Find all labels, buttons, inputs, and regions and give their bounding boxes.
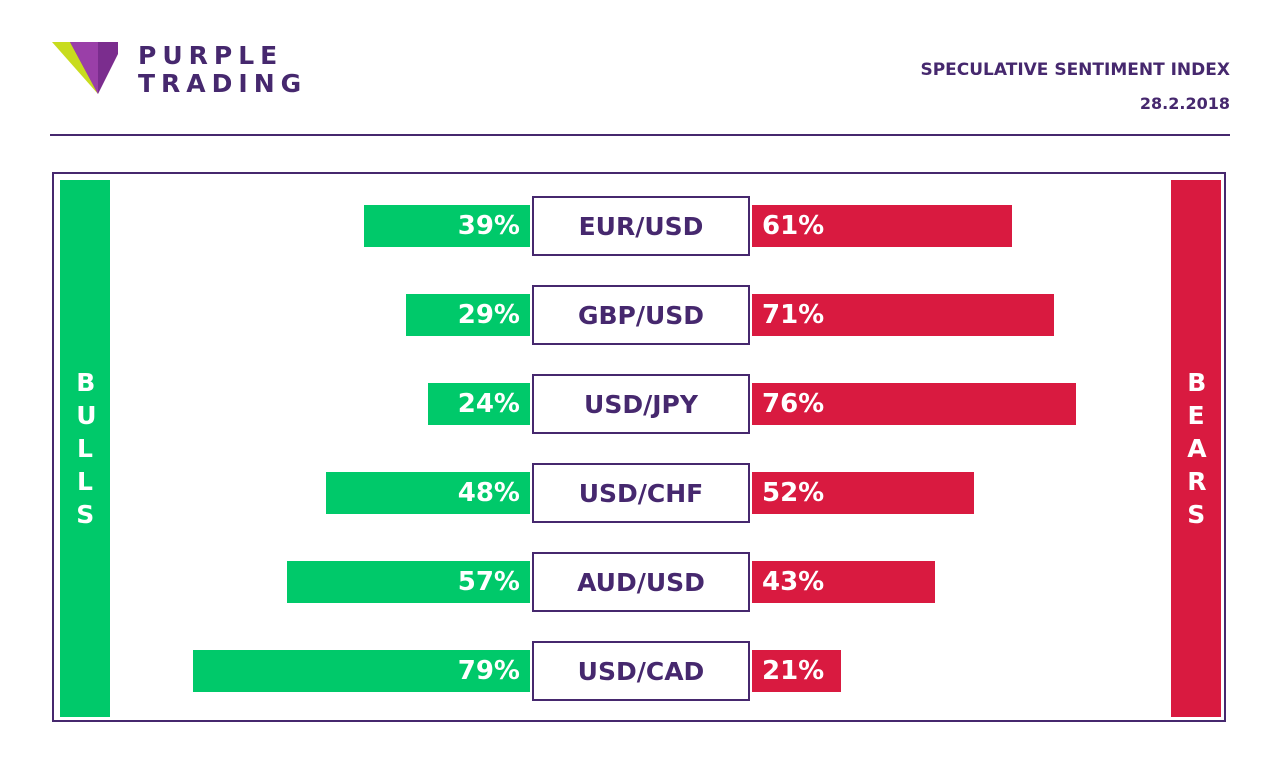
bear-value-label: 61% [762,211,825,241]
bull-value-label: 48% [457,478,520,508]
currency-pair-label: USD/CAD [532,641,750,701]
bulls-label: BULLS [76,368,97,529]
page-title: SPECULATIVE SENTIMENT INDEX [920,60,1230,80]
bear-bar-usd-chf: 52% [752,472,974,514]
bear-bar-eur-usd: 61% [752,205,1012,247]
logo-line-2: TRADING [138,69,308,98]
bull-value-label: 79% [457,656,520,686]
bull-bar-eur-usd: 39% [363,205,530,247]
bull-bar-gbp-usd: 29% [406,294,530,336]
bull-bar-usd-chf: 48% [325,472,530,514]
bulls-side-bar: BULLS [60,180,110,717]
bear-bar-usd-jpy: 76% [752,383,1076,425]
bears-label: BEARS [1187,368,1207,529]
chart-frame [52,172,1226,722]
currency-pair-label: USD/JPY [532,374,750,434]
bull-value-label: 39% [457,211,520,241]
logo-mark-icon [52,42,118,94]
bear-value-label: 52% [762,478,825,508]
bear-value-label: 43% [762,567,825,597]
logo-text: PURPLE TRADING [138,42,307,98]
bear-value-label: 71% [762,300,825,330]
bull-bar-aud-usd: 57% [287,561,530,603]
report-date: 28.2.2018 [1139,94,1230,113]
bear-bar-gbp-usd: 71% [752,294,1055,336]
bear-value-label: 21% [762,656,825,686]
bear-bar-usd-cad: 21% [752,650,842,692]
currency-pair-label: AUD/USD [532,552,750,612]
bears-side-bar: BEARS [1171,180,1221,717]
bear-bar-aud-usd: 43% [752,561,936,603]
purple-trading-logo: PURPLE TRADING [52,40,312,100]
bear-value-label: 76% [762,389,825,419]
logo-line-1: PURPLE [138,41,284,70]
bull-value-label: 24% [457,389,520,419]
bull-value-label: 29% [457,300,520,330]
bull-bar-usd-cad: 79% [193,650,530,692]
bull-value-label: 57% [457,567,520,597]
currency-pair-label: EUR/USD [532,196,750,256]
bull-bar-usd-jpy: 24% [427,383,530,425]
currency-pair-label: USD/CHF [532,463,750,523]
currency-pair-label: GBP/USD [532,285,750,345]
header-divider [50,134,1230,136]
